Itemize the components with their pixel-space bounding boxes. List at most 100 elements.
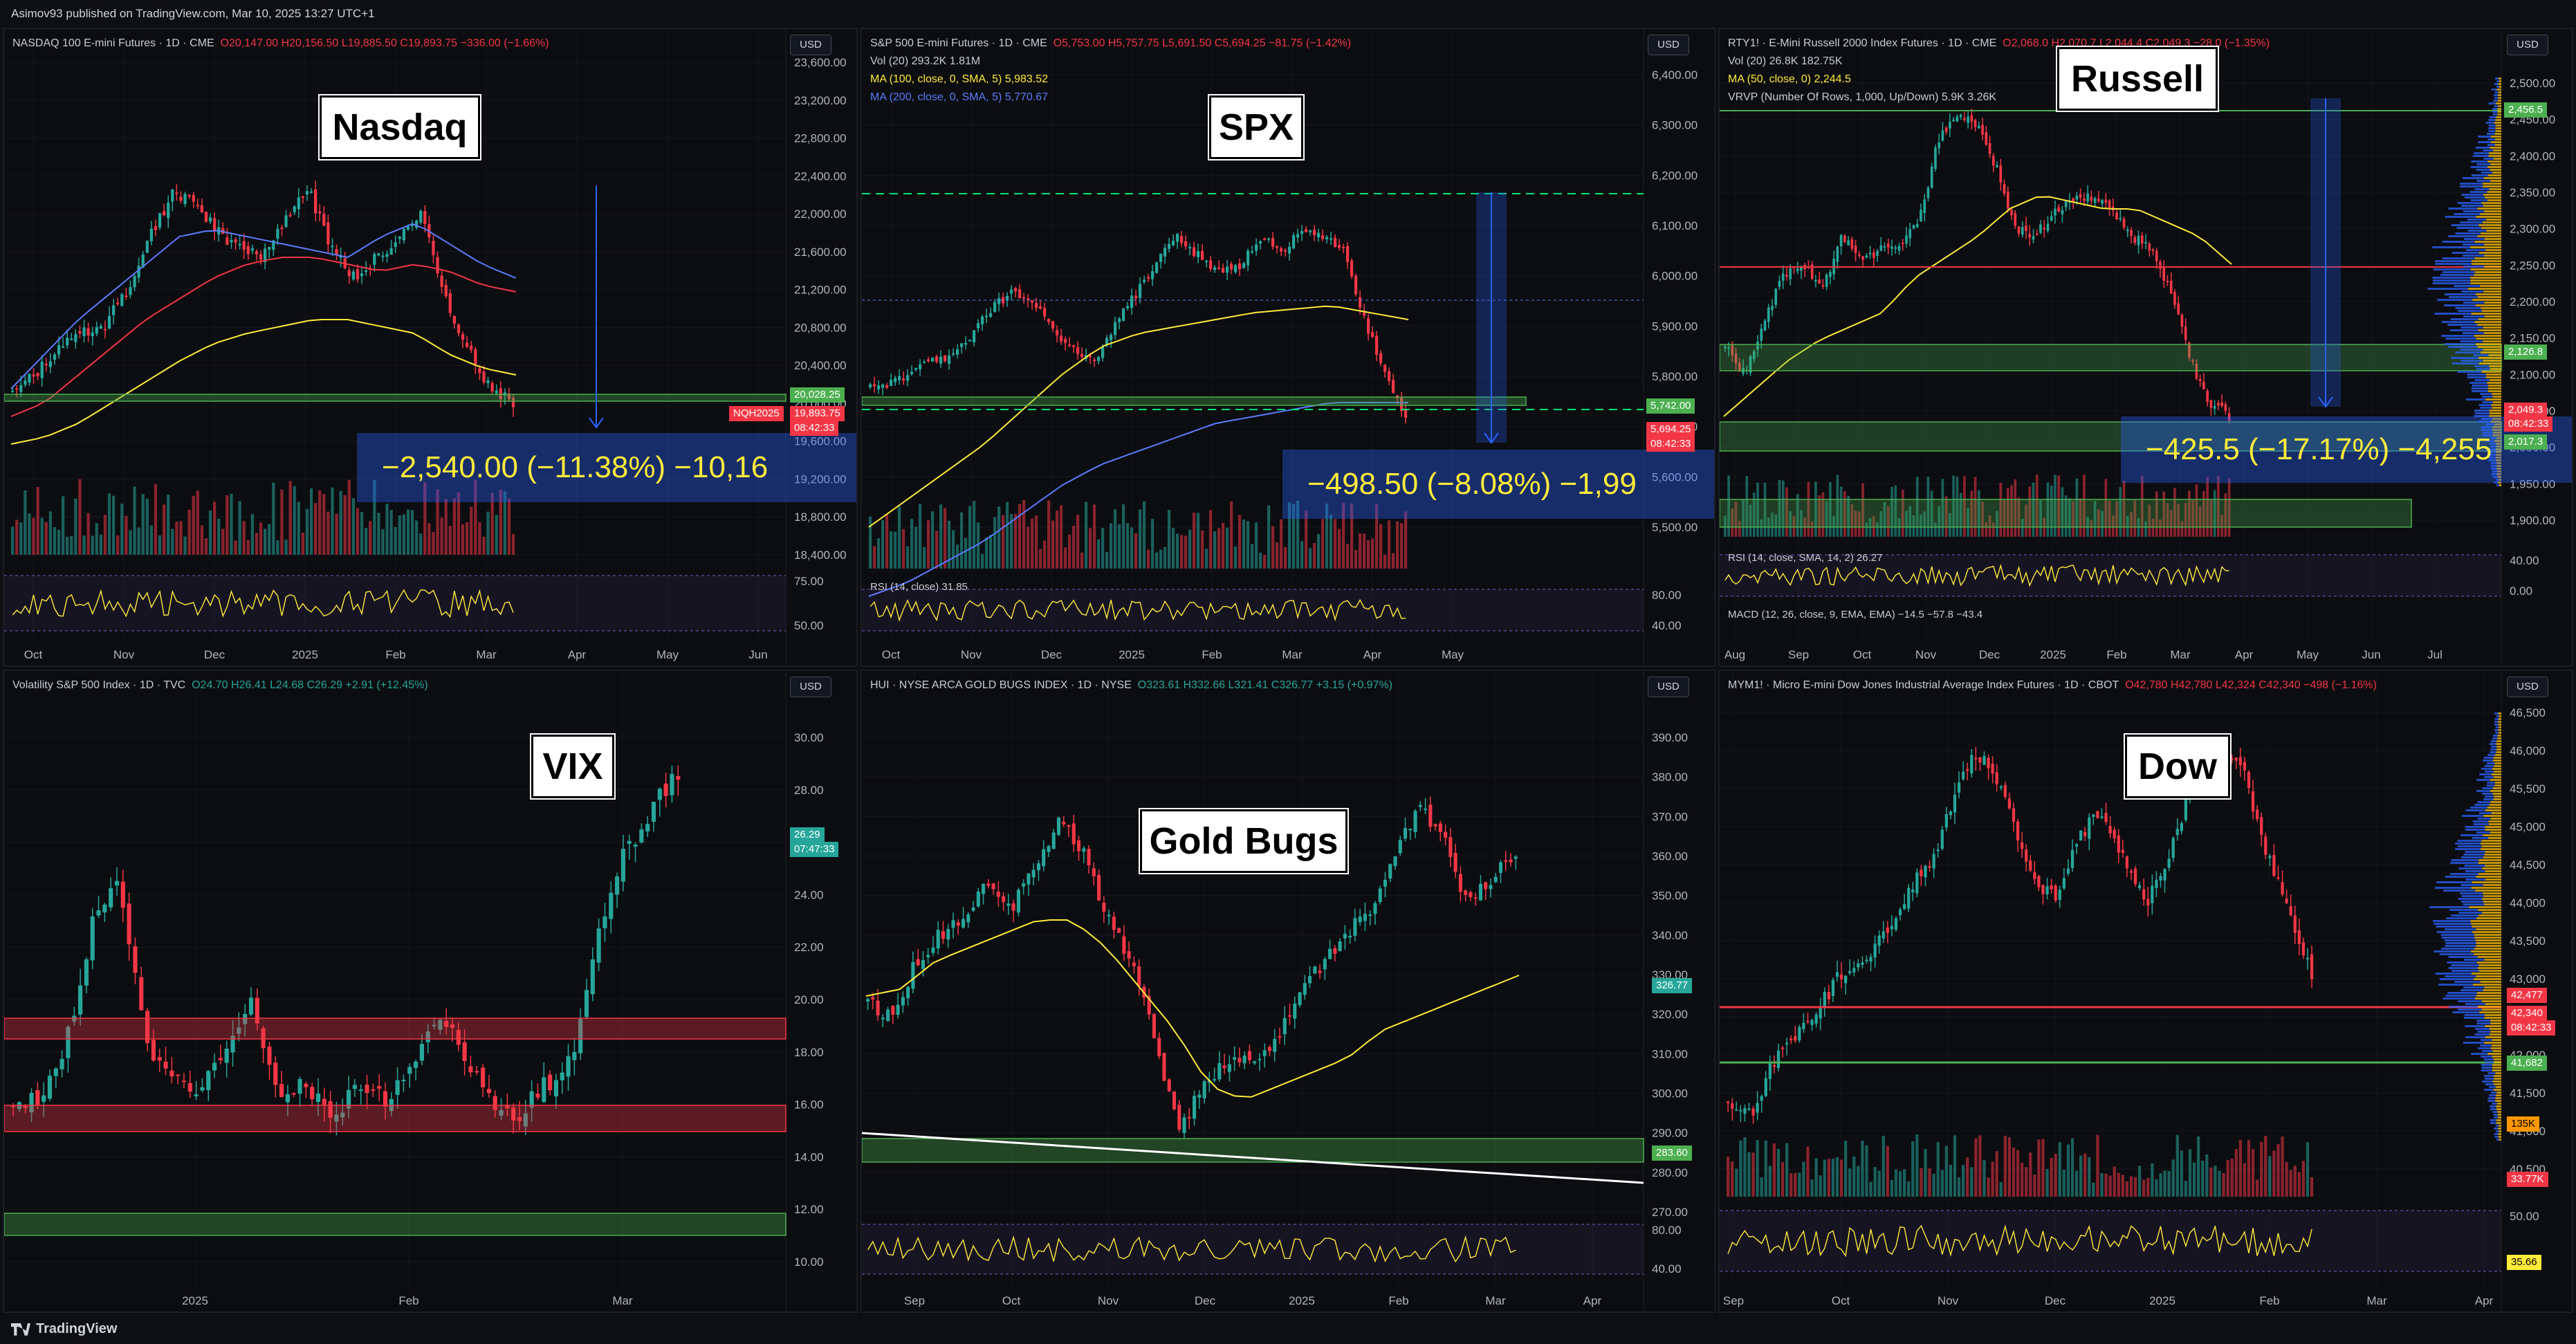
dow-symbol[interactable]: MYM1! · Micro E-mini Dow Jones Industria… bbox=[1728, 679, 2119, 691]
nasdaq-candle-body bbox=[246, 246, 250, 255]
goldbugs-currency-button[interactable]: USD bbox=[1648, 676, 1689, 697]
russell-indicator-ma50[interactable]: MA (50, close, 0) 2,244.5 bbox=[1728, 73, 1851, 85]
russell-vrvp-up bbox=[2473, 155, 2489, 157]
dow-candle-body bbox=[1806, 1020, 1810, 1022]
russell-symbol[interactable]: RTY1! · E-Mini Russell 2000 Index Future… bbox=[1728, 37, 1997, 49]
goldbugs-symbol[interactable]: HUI · NYSE ARCA GOLD BUGS INDEX · 1D · N… bbox=[870, 679, 1132, 691]
chart-panel-spx[interactable]: 6,400.00 6,300.00 6,200.00 6,100.00 6,000.00… bbox=[861, 28, 1715, 667]
nasdaq-volume-bar bbox=[470, 506, 473, 555]
spx-indicator-vol[interactable]: Vol (20) 293.2K 1.81M bbox=[870, 55, 981, 67]
russell-vrvp-down bbox=[2499, 484, 2501, 486]
russell-candle-body bbox=[1868, 252, 1872, 255]
spx-rsi-label[interactable]: RSI (14, close) 31.85 bbox=[870, 581, 968, 593]
spx-volume-bar bbox=[1346, 544, 1350, 569]
spx-chart-canvas[interactable]: 6,400.006,300.006,200.006,100.006,000.00… bbox=[862, 29, 1715, 667]
russell-indicator-vol[interactable]: Vol (20) 26.8K 182.75K bbox=[1728, 55, 1843, 67]
russell-vrvp-down bbox=[2470, 279, 2501, 282]
russell-volume-bar bbox=[2090, 519, 2093, 537]
spx-volume-bar bbox=[1350, 503, 1354, 569]
dow-chart-canvas[interactable]: 46,50046,00045,50045,00044,50044,00043,5… bbox=[1720, 671, 2573, 1313]
nasdaq-volume-bar bbox=[457, 492, 461, 555]
nasdaq-currency-button[interactable]: USD bbox=[790, 35, 831, 55]
chart-panel-goldbugs[interactable]: 390.00 380.00 370.00 360.00 350.00 340.00 330.… bbox=[861, 670, 1715, 1313]
spx-symbol[interactable]: S&P 500 E-mini Futures · 1D · CME bbox=[870, 37, 1047, 49]
vix-candle-body bbox=[529, 1091, 534, 1108]
dow-candle-body bbox=[2016, 821, 2020, 840]
russell-volume-bar bbox=[2028, 486, 2032, 537]
dow-currency-button[interactable]: USD bbox=[2507, 676, 2548, 697]
dow-vrvp-up bbox=[2460, 989, 2483, 991]
russell-candle-body bbox=[1915, 223, 1919, 228]
goldbugs-tag-support: 283.60 bbox=[1652, 1145, 1692, 1161]
chart-panel-vix[interactable]: 30.0028.0026.0024.0022.0020.0018.0016.00… bbox=[3, 670, 858, 1313]
dow-volume-bar bbox=[1907, 1181, 1911, 1197]
dow-vrvp-up bbox=[2487, 1072, 2496, 1074]
russell-candle-body bbox=[2108, 200, 2111, 210]
russell-vrvp-down bbox=[2493, 432, 2501, 434]
russell-vrvp-down bbox=[2483, 332, 2501, 334]
footer-brand[interactable]: TradingView bbox=[0, 1314, 2576, 1344]
spx-candle-body bbox=[869, 384, 872, 388]
chart-panel-dow[interactable]: 46,500 46,000 45,500 45,000 44,500 44,000 43,5… bbox=[1718, 670, 2573, 1313]
spx-volume-bar bbox=[1263, 554, 1267, 569]
goldbugs-candle-body bbox=[1087, 849, 1091, 866]
dow-vrvp-down bbox=[2476, 975, 2501, 977]
dow-volume-bar bbox=[2276, 1143, 2280, 1197]
nasdaq-legend: NASDAQ 100 E-mini Futures · 1D · CME O20… bbox=[12, 35, 549, 53]
goldbugs-ytick-label: 350.00 bbox=[1652, 890, 1688, 903]
vix-ytick-label: 30.00 bbox=[794, 731, 824, 744]
russell-volume-bar bbox=[2054, 475, 2057, 537]
russell-candle-body bbox=[1857, 254, 1861, 256]
dow-vrvp-down bbox=[2496, 746, 2501, 748]
goldbugs-candle-body bbox=[1458, 874, 1462, 892]
vix-currency-button[interactable]: USD bbox=[790, 676, 831, 697]
vix-symbol[interactable]: Volatility S&P 500 Index · 1D · TVC bbox=[12, 679, 186, 691]
dow-vrvp-down bbox=[2484, 959, 2501, 961]
dow-vrvp-up bbox=[2481, 1056, 2492, 1058]
nasdaq-volume-bar bbox=[204, 538, 208, 555]
russell-currency-button[interactable]: USD bbox=[2507, 35, 2548, 55]
nasdaq-ytick-label: 19,600.00 bbox=[794, 435, 847, 448]
goldbugs-sub-tick: 40.00 bbox=[1652, 1262, 1682, 1276]
russell-indicator-vrvp[interactable]: VRVP (Number Of Rows, 1,000, Up/Down) 5.… bbox=[1728, 91, 1997, 103]
dow-vrvp-down bbox=[2477, 1006, 2501, 1008]
dow-vrvp-up bbox=[2446, 917, 2477, 919]
goldbugs-candle-body bbox=[1484, 882, 1488, 890]
russell-vrvp-up bbox=[2487, 133, 2495, 135]
dow-volume-bar bbox=[2218, 1170, 2221, 1197]
nasdaq-volume-bar bbox=[99, 534, 103, 555]
spx-indicator-ma100[interactable]: MA (100, close, 0, SMA, 5) 5,983.52 bbox=[870, 73, 1049, 85]
chart-panel-nasdaq[interactable]: 23,600.00 23,200.00 22,800.00 22,400.00 22,0… bbox=[3, 28, 858, 667]
spx-currency-button[interactable]: USD bbox=[1648, 35, 1689, 55]
russell-rsi-label[interactable]: RSI (14, close, SMA, 14, 2) 26.27 bbox=[1728, 552, 1883, 564]
russell-candle-body bbox=[1727, 347, 1730, 349]
dow-vrvp-down bbox=[2490, 1022, 2501, 1024]
dow-volume-bar bbox=[2226, 1160, 2229, 1197]
goldbugs-candle-body bbox=[1424, 808, 1428, 810]
russell-chart-canvas[interactable]: 2,500.002,450.002,400.002,350.002,300.00… bbox=[1720, 29, 2573, 667]
spx-candle-body bbox=[956, 349, 959, 355]
spx-volume-bar bbox=[948, 520, 951, 569]
goldbugs-candle-body bbox=[1092, 868, 1096, 876]
nasdaq-chart-canvas[interactable]: 23,600.0023,200.0022,800.0022,400.0022,0… bbox=[4, 29, 858, 667]
dow-vrvp-up bbox=[2492, 1111, 2498, 1113]
goldbugs-candle-body bbox=[1031, 869, 1036, 878]
dow-vrvp-up bbox=[2455, 848, 2481, 850]
nasdaq-ytick-label: 22,000.00 bbox=[794, 208, 847, 221]
vix-candle-body bbox=[505, 1105, 510, 1109]
dow-candle-body bbox=[1798, 1027, 1801, 1041]
nasdaq-volume-bar bbox=[432, 531, 435, 555]
spx-indicator-ma200[interactable]: MA (200, close, 0, SMA, 5) 5,770.67 bbox=[870, 91, 1049, 103]
goldbugs-chart-canvas[interactable]: 390.00380.00370.00360.00350.00340.00330.… bbox=[862, 671, 1715, 1313]
russell-macd-label[interactable]: MACD (12, 26, close, 9, EMA, EMA) −14.5 … bbox=[1728, 609, 1983, 620]
nasdaq-tag-last: 19,893.75 bbox=[790, 406, 845, 421]
chart-panel-russell[interactable]: 2,500.00 2,450.00 2,400.00 2,350.00 2,300.00… bbox=[1718, 28, 2573, 667]
vix-candle-body bbox=[438, 1020, 443, 1030]
vix-chart-canvas[interactable]: 30.0028.0026.0024.0022.0020.0018.0016.00… bbox=[4, 671, 858, 1313]
nasdaq-candle-body bbox=[70, 338, 73, 340]
nasdaq-symbol[interactable]: NASDAQ 100 E-mini Futures · 1D · CME bbox=[12, 37, 214, 49]
russell-vrvp-up bbox=[2483, 158, 2494, 160]
spx-legend: S&P 500 E-mini Futures · 1D · CME O5,753… bbox=[870, 35, 1351, 107]
russell-volume-bar bbox=[1857, 511, 1861, 537]
russell-vrvp-up bbox=[2480, 393, 2492, 395]
